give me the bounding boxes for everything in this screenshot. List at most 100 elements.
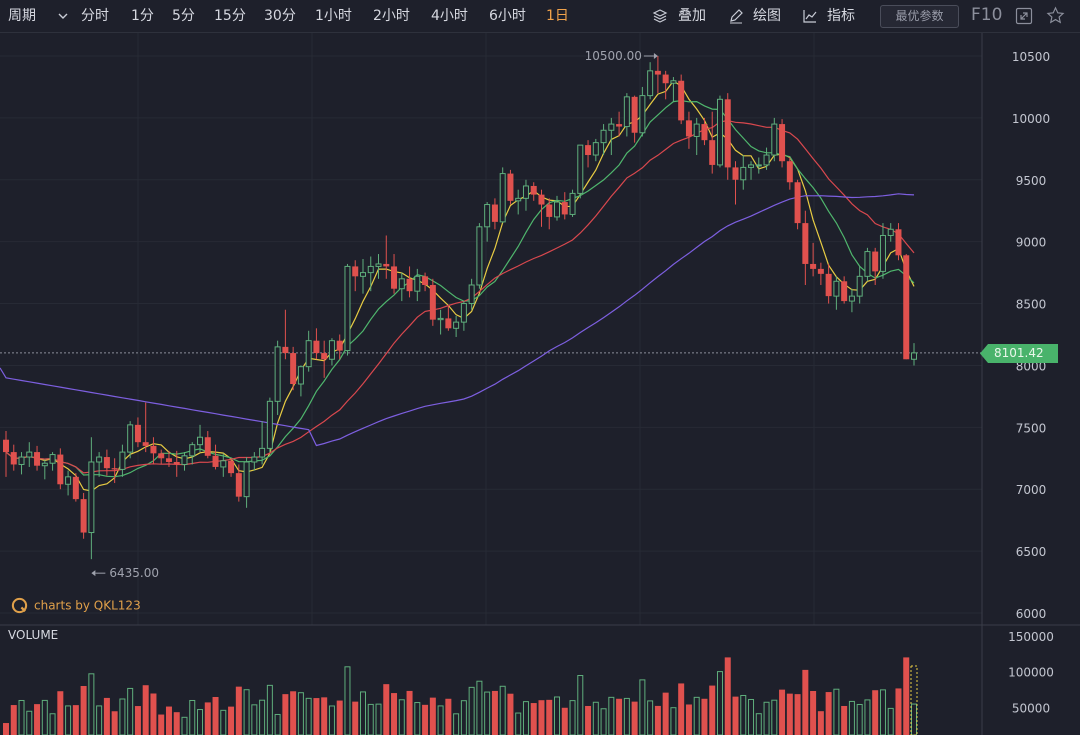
volume-bar xyxy=(359,691,366,735)
volume-bar xyxy=(453,713,460,735)
price-tick-label: 8500 xyxy=(1016,298,1047,312)
candle-body xyxy=(80,499,87,533)
expand-icon[interactable] xyxy=(1015,7,1033,25)
timeframe-tab-1h[interactable]: 1小时 xyxy=(315,8,352,24)
volume-bar xyxy=(748,698,755,735)
volume-bar xyxy=(716,671,723,735)
volume-tick-label: 50000 xyxy=(1012,701,1050,715)
line-chart-icon[interactable] xyxy=(802,8,818,24)
volume-bar xyxy=(228,706,235,735)
candle-body xyxy=(383,263,390,267)
candle-body xyxy=(305,340,312,368)
timeframe-tab-4h[interactable]: 4小时 xyxy=(431,8,468,24)
candle-body xyxy=(802,223,809,264)
candle-body xyxy=(344,265,351,352)
candle-body xyxy=(841,281,848,302)
draw-button[interactable]: 绘图 xyxy=(753,8,781,24)
candle-body xyxy=(623,96,630,128)
volume-bar xyxy=(266,684,273,735)
candle-body xyxy=(414,275,421,292)
candle-body xyxy=(577,144,584,194)
volume-bar xyxy=(491,690,498,735)
volume-bar xyxy=(367,703,374,735)
price-axis: 6000650070007500800085009000950010000105… xyxy=(1012,50,1050,621)
candle-body xyxy=(740,166,747,181)
candle-body xyxy=(538,194,545,205)
volume-bar xyxy=(623,697,630,735)
volume-bar xyxy=(391,693,398,735)
volume-bar xyxy=(460,700,467,735)
volume-bar xyxy=(616,698,623,735)
timeframe-tab-tick[interactable]: 分时 xyxy=(81,8,109,24)
chevron-down-icon[interactable] xyxy=(56,9,70,23)
timeframe-tab-15m[interactable]: 15分 xyxy=(214,8,246,24)
timeframe-tab-1m[interactable]: 1分 xyxy=(131,8,154,24)
candle-body xyxy=(266,400,273,449)
volume-bar xyxy=(538,700,545,735)
price-tick-label: 9000 xyxy=(1016,236,1047,250)
volume-bar xyxy=(290,691,297,735)
timeframe-tab-5m[interactable]: 5分 xyxy=(172,8,195,24)
volume-bar xyxy=(142,685,149,735)
candlestick-series xyxy=(3,56,917,560)
volume-bar xyxy=(600,708,607,735)
price-tick-label: 7000 xyxy=(1016,483,1047,497)
candle-body xyxy=(189,444,196,457)
candle-body xyxy=(18,456,25,465)
candle-body xyxy=(65,476,72,485)
candle-body xyxy=(437,317,444,321)
candle-body xyxy=(522,185,529,199)
volume-bar xyxy=(522,701,529,735)
pen-icon[interactable] xyxy=(728,8,744,24)
timeframe-tab-6h[interactable]: 6小时 xyxy=(489,8,526,24)
volume-bar xyxy=(18,699,25,735)
f10-button[interactable]: F10 xyxy=(971,5,1003,25)
low-arrow-head xyxy=(91,570,96,577)
indicator-button[interactable]: 指标 xyxy=(827,8,855,24)
volume-bar xyxy=(654,705,661,735)
layers-icon[interactable] xyxy=(652,8,668,24)
optimal-params-button[interactable]: 最优参数 xyxy=(880,5,959,28)
candle-body xyxy=(49,454,56,464)
volume-bar xyxy=(771,699,778,735)
price-chart[interactable]: 6000650070007500800085009000950010000105… xyxy=(0,33,1080,735)
candle-body xyxy=(662,74,669,84)
candle-body xyxy=(103,457,110,469)
candle-body xyxy=(212,455,219,467)
volume-bar xyxy=(848,700,855,735)
candle-body xyxy=(848,295,855,302)
volume-bar xyxy=(65,705,72,735)
volume-bar xyxy=(173,712,180,735)
timeframe-tab-30m[interactable]: 30分 xyxy=(264,8,296,24)
volume-bar xyxy=(165,706,172,735)
volume-bar xyxy=(3,723,9,735)
volume-bar xyxy=(80,686,87,735)
volume-bar xyxy=(592,701,599,735)
candle-body xyxy=(779,124,786,162)
volume-bar xyxy=(911,703,917,735)
high-arrow-head xyxy=(653,53,658,59)
price-tick-label: 7500 xyxy=(1016,421,1047,435)
timeframe-tab-1d[interactable]: 1日 xyxy=(546,8,569,24)
star-icon[interactable] xyxy=(1046,6,1065,25)
candle-body xyxy=(476,226,483,286)
volume-bar xyxy=(321,697,328,735)
volume-bar xyxy=(608,696,615,735)
volume-axis: 50000 100000 150000 xyxy=(1008,630,1054,715)
candle-body xyxy=(391,266,398,289)
candle-body xyxy=(786,161,793,183)
timeframe-tab-2h[interactable]: 2小时 xyxy=(373,8,410,24)
candle-body xyxy=(158,453,165,459)
overlay-button[interactable]: 叠加 xyxy=(678,8,706,24)
candle-body xyxy=(282,346,289,354)
volume-bar xyxy=(802,669,809,735)
volume-bar xyxy=(786,693,793,735)
candle-body xyxy=(259,447,266,458)
candle-body xyxy=(220,460,227,468)
candle-body xyxy=(468,284,475,305)
candle-body xyxy=(716,98,723,166)
candle-body xyxy=(678,80,685,121)
candle-body xyxy=(530,185,537,195)
volume-bar xyxy=(26,710,33,735)
candle-body xyxy=(321,353,328,360)
